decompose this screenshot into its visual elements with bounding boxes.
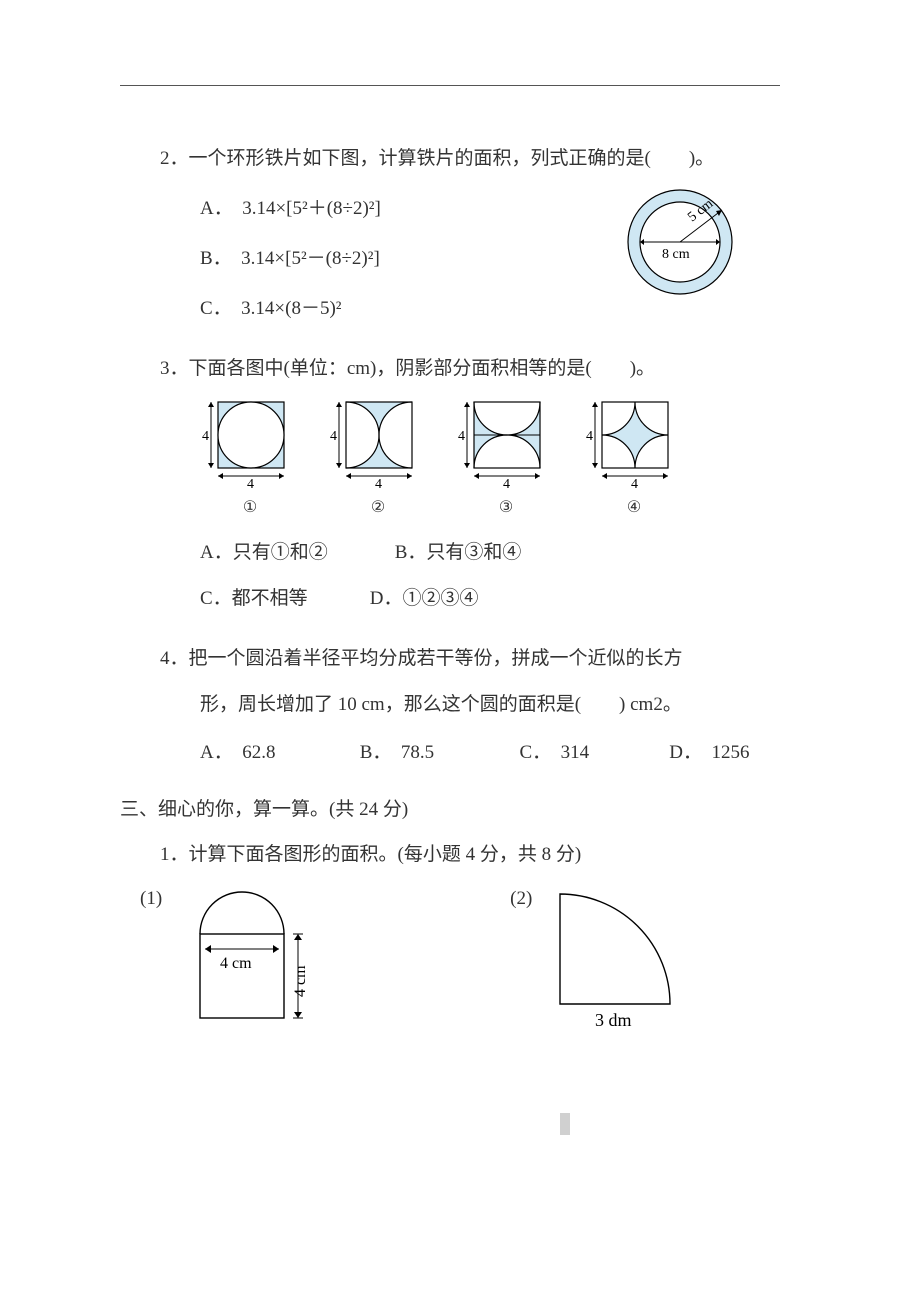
q3-optD: D．①②③④ (370, 580, 479, 618)
calc-fig1: (1) 4 cm 4 cm (140, 884, 350, 1049)
q4-stem-l1: 4．把一个圆沿着半径平均分成若干等份，拼成一个近似的长方 (120, 640, 780, 678)
gray-artifact (560, 1113, 570, 1135)
q3-fig1-label: ① (200, 492, 300, 524)
q3-fig2: 4 4 ② (328, 400, 428, 524)
calc-fig2-label: (2) (510, 884, 532, 910)
q4-optA: A． 62.8 (200, 734, 355, 772)
q3-optB: B．只有③和④ (395, 534, 522, 572)
svg-text:4: 4 (458, 429, 465, 444)
q2-annulus-figure: 5 cm 8 cm (620, 180, 750, 314)
q2-stem: 2．一个环形铁片如下图，计算铁片的面积，列式正确的是( )。 (120, 140, 780, 178)
calc-fig1-hlabel: 4 cm (292, 965, 309, 997)
q3-optC: C．都不相等 (200, 580, 365, 618)
svg-text:4: 4 (586, 429, 593, 444)
q3-fig4: 4 4 ④ (584, 400, 684, 524)
q3-fig2-label: ② (328, 492, 428, 524)
calc-fig2: (2) 3 dm (510, 884, 700, 1049)
svg-text:4: 4 (202, 429, 209, 444)
section-3-head: 三、细心的你，算一算。(共 24 分) (120, 794, 780, 821)
q4-stem-l2: 形，周长增加了 10 cm，那么这个圆的面积是( ) cm2。 (120, 686, 780, 724)
question-2: 2．一个环形铁片如下图，计算铁片的面积，列式正确的是( )。 A． 3.14×[… (120, 140, 780, 328)
q3-fig4-label: ④ (584, 492, 684, 524)
q4-optB: B． 78.5 (360, 734, 515, 772)
svg-text:4: 4 (375, 477, 382, 488)
top-rule (120, 85, 780, 86)
svg-text:4: 4 (503, 477, 510, 488)
q3-fig3-label: ③ (456, 492, 556, 524)
question-4: 4．把一个圆沿着半径平均分成若干等份，拼成一个近似的长方 形，周长增加了 10 … (120, 640, 780, 772)
svg-text:4: 4 (247, 477, 254, 488)
section-3-sub1: 1．计算下面各图形的面积。(每小题 4 分，共 8 分) (120, 839, 780, 866)
calc-fig1-wlabel: 4 cm (220, 955, 252, 972)
q3-figures-row: 4 4 ① (120, 400, 780, 524)
q3-fig1: 4 4 ① (200, 400, 300, 524)
q3-stem: 3．下面各图中(单位：cm)，阴影部分面积相等的是( )。 (120, 350, 780, 388)
q4-optC: C． 314 (520, 734, 665, 772)
calc-figures-row: (1) 4 cm 4 cm (2) 3 dm (120, 884, 780, 1049)
calc-fig1-label: (1) (140, 884, 162, 910)
svg-text:4: 4 (330, 429, 337, 444)
q2-inner-label: 8 cm (662, 247, 690, 262)
question-3: 3．下面各图中(单位：cm)，阴影部分面积相等的是( )。 4 4 (120, 350, 780, 618)
q3-fig3: 4 4 ③ (456, 400, 556, 524)
q3-optA: A．只有①和② (200, 534, 390, 572)
page-content: 2．一个环形铁片如下图，计算铁片的面积，列式正确的是( )。 A． 3.14×[… (120, 140, 780, 1049)
svg-text:4: 4 (631, 477, 638, 488)
calc-fig2-rlabel: 3 dm (595, 1010, 632, 1030)
q4-optD: D． 1256 (669, 734, 749, 772)
